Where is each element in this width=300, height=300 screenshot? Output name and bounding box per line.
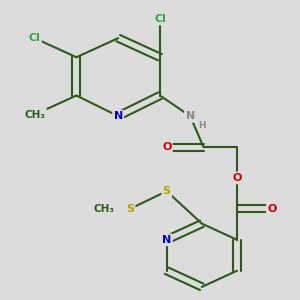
Text: CH₃: CH₃	[23, 110, 46, 120]
Text: CH₃: CH₃	[24, 110, 45, 120]
Text: Cl: Cl	[28, 33, 40, 43]
Text: N: N	[162, 235, 171, 245]
Text: H: H	[199, 121, 206, 130]
Text: S: S	[126, 204, 134, 214]
Text: N: N	[114, 111, 123, 121]
Text: S: S	[163, 186, 171, 196]
Text: Cl: Cl	[154, 14, 166, 24]
Text: N: N	[185, 111, 195, 121]
Text: O: O	[232, 173, 242, 183]
Text: N: N	[185, 111, 195, 121]
Text: O: O	[162, 142, 171, 152]
Text: O: O	[267, 204, 277, 214]
Text: CH₃: CH₃	[94, 204, 115, 214]
Text: S: S	[126, 204, 134, 214]
